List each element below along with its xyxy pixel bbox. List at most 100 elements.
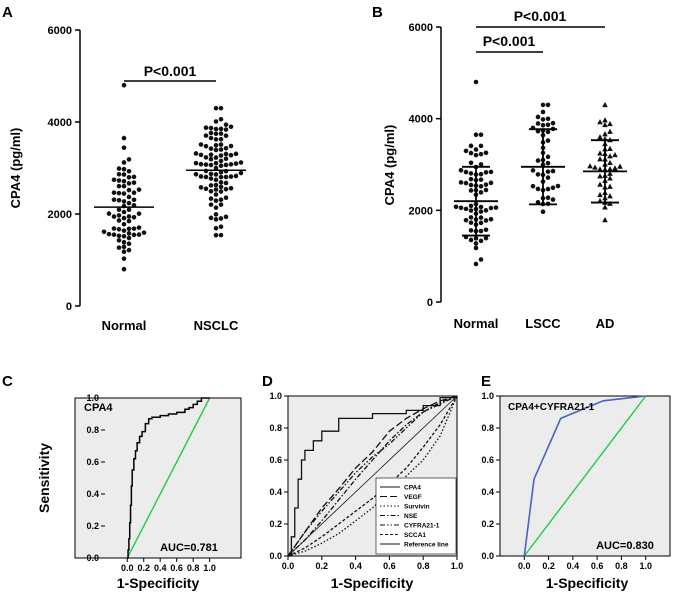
- panel-b-point-ad: [607, 153, 613, 158]
- panel-a-dot-normal: [132, 197, 137, 202]
- panel-a-dot-nsclc: [204, 155, 209, 160]
- panel-b-point-ad: [597, 173, 603, 178]
- panel-a-dot-normal: [127, 231, 132, 236]
- panel-b-point-lscc: [551, 121, 556, 126]
- panel-a-dot-normal: [122, 234, 127, 239]
- panel-a: 0 2000 4000 6000 P<0.001 Normal NSCLC CPA4 …: [8, 25, 246, 333]
- panel-a-dot-nsclc: [224, 175, 229, 180]
- panel-d-legend-label: NSE: [404, 513, 418, 520]
- panel-a-dot-nsclc: [214, 205, 219, 210]
- panel-a-dot-nsclc: [239, 171, 244, 176]
- panel-a-dot-nsclc: [204, 144, 209, 149]
- panel-b-point-lscc: [546, 138, 551, 143]
- panel-a-dot-nsclc: [204, 175, 209, 180]
- panel-b-point-normal: [469, 177, 474, 182]
- panel-d-xtick-label: 0.0: [282, 561, 295, 571]
- panel-b-point-normal: [469, 188, 474, 193]
- panel-a-dot-normal: [127, 226, 132, 231]
- panel-a-dot-nsclc: [219, 127, 224, 132]
- panel-a-ylabel: CPA4 (pg/ml): [8, 128, 23, 209]
- panel-b-point-normal: [479, 152, 484, 157]
- panel-a-dot-normal: [122, 199, 127, 204]
- panel-a-dot-normal: [102, 229, 107, 234]
- panel-a-dot-normal: [122, 245, 127, 250]
- panel-a-dot-nsclc: [224, 195, 229, 200]
- panel-b-point-normal: [479, 215, 484, 220]
- panel-b-point-lscc: [546, 155, 551, 160]
- panel-b-point-ad: [602, 122, 608, 127]
- panel-b-point-lscc: [536, 158, 541, 163]
- panel-b-point-normal: [479, 132, 484, 137]
- panel-a-dot-nsclc: [219, 153, 224, 158]
- panel-b-point-normal: [454, 204, 459, 209]
- panel-a-dot-nsclc: [224, 146, 229, 151]
- panel-a-dot-normal: [117, 238, 122, 243]
- panel-a-dot-nsclc: [214, 172, 219, 177]
- panel-b-point-normal: [479, 229, 484, 234]
- panel-a-dot-nsclc: [209, 152, 214, 157]
- panel-e: 0.0 0.2 0.4 0.6 0.8 1.00.00.20.40.60.81.0 CPA…: [481, 391, 670, 591]
- panel-b-point-ad: [607, 160, 613, 165]
- panel-a-dot-nsclc: [204, 133, 209, 138]
- panel-b-point-normal: [479, 205, 484, 210]
- panel-a-dot-normal: [137, 187, 142, 192]
- panel-a-dot-normal: [127, 236, 132, 241]
- panel-a-dot-normal: [112, 177, 117, 182]
- panel-b-point-lscc: [546, 195, 551, 200]
- panel-b-point-normal: [474, 153, 479, 158]
- panel-b-point-lscc: [541, 117, 546, 122]
- panel-b-point-normal: [479, 190, 484, 195]
- panel-a-dot-nsclc: [214, 143, 219, 148]
- panel-a-dot-nsclc: [219, 137, 224, 142]
- panel-b-point-ad: [597, 192, 603, 197]
- panel-a-dot-nsclc: [214, 198, 219, 203]
- panel-b-point-lscc: [536, 187, 541, 192]
- panel-a-dot-normal: [117, 227, 122, 232]
- panel-b-ylabel: CPA4 (pg/ml): [382, 125, 397, 206]
- panel-a-dot-nsclc: [219, 233, 224, 238]
- panel-a-dot-nsclc: [214, 161, 219, 166]
- panel-a-dot-nsclc: [224, 152, 229, 157]
- panel-label-b: B: [372, 4, 383, 21]
- panel-a-dot-normal: [117, 191, 122, 196]
- panel-a-dot-nsclc: [214, 233, 219, 238]
- panel-a-dot-normal: [127, 195, 132, 200]
- panel-b-point-normal: [489, 170, 494, 175]
- panel-a-dot-nsclc: [229, 162, 234, 167]
- panel-a-dot-normal: [122, 228, 127, 233]
- panel-a-dot-normal: [132, 175, 137, 180]
- panel-b-point-normal: [484, 228, 489, 233]
- panel-b-point-lscc: [551, 186, 556, 191]
- panel-a-dot-nsclc: [234, 161, 239, 166]
- panel-a-xlabel-nsclc: NSCLC: [194, 318, 239, 333]
- panel-a-dot-normal: [127, 201, 132, 206]
- panel-a-dot-nsclc: [204, 162, 209, 167]
- panel-a-pvalue: P<0.001: [144, 63, 197, 79]
- panel-b-point-lscc: [546, 130, 551, 135]
- panel-a-dot-normal: [122, 145, 127, 150]
- panel-b-point-normal: [494, 205, 499, 210]
- panel-e-xlabel: 1-Specificity: [546, 575, 629, 591]
- panel-a-dot-nsclc: [214, 155, 219, 160]
- panel-c-xtick-label: 0.0: [121, 563, 134, 573]
- panel-b-ytick-label: 6000: [409, 22, 433, 34]
- panel-a-dot-normal: [122, 167, 127, 172]
- panel-a-dot-nsclc: [239, 160, 244, 165]
- panel-c-xtick-label: 0.6: [170, 563, 183, 573]
- panel-a-dot-normal: [117, 166, 122, 171]
- panel-c-plot-area: [75, 398, 241, 558]
- panel-b-point-normal: [484, 182, 489, 187]
- panel-b-point-lscc: [546, 123, 551, 128]
- panel-b-point-normal: [469, 151, 474, 156]
- panel-b-point-ad: [592, 164, 598, 169]
- panel-b-point-ad: [607, 193, 613, 198]
- panel-b-point-ad: [597, 156, 603, 161]
- panel-a-dot-nsclc: [229, 144, 234, 149]
- panel-c-ytick-label: 0.4: [86, 489, 99, 499]
- panel-b-point-normal: [479, 209, 484, 214]
- panel-b-point-normal: [459, 205, 464, 210]
- panel-a-dot-nsclc: [219, 142, 224, 147]
- panel-a-dot-normal: [137, 225, 142, 230]
- panel-c-xtick-label: 0.8: [187, 563, 200, 573]
- panel-b-point-normal: [469, 220, 474, 225]
